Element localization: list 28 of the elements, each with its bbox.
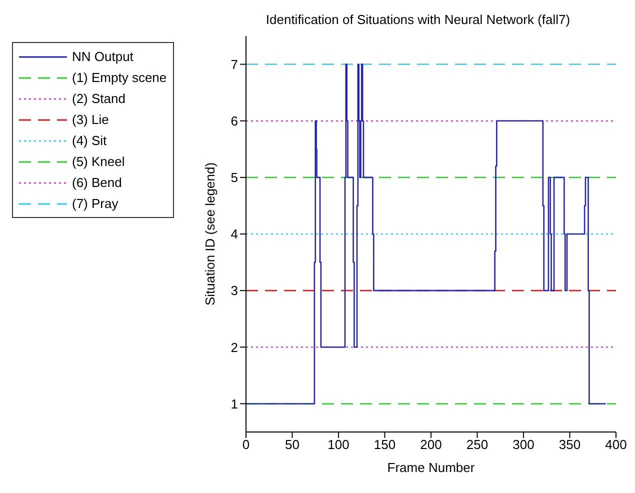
legend-label: (2) Stand — [72, 91, 126, 106]
chart-title: Identification of Situations with Neural Network (fall7) — [264, 12, 572, 27]
y-tick-label: 1 — [230, 396, 238, 412]
y-tick-label: 4 — [230, 226, 238, 242]
y-tick-label: 2 — [230, 340, 238, 355]
y-tick-label: 3 — [230, 283, 238, 298]
x-tick-label: 100 — [328, 437, 350, 452]
x-tick-label: 150 — [374, 437, 396, 452]
legend-label: NN Output — [72, 49, 134, 64]
legend-label: (5) Kneel — [72, 154, 125, 169]
legend-label: (6) Bend — [72, 175, 122, 190]
x-tick-label: 300 — [512, 437, 534, 452]
y-tick-label: 5 — [230, 170, 238, 186]
x-tick-label: 400 — [605, 437, 627, 452]
x-tick-label: 250 — [466, 437, 488, 452]
y-axis-title: Situation ID (see legend) — [202, 162, 218, 306]
legend-label: (7) Pray — [72, 196, 118, 211]
line-series — [246, 64, 606, 404]
legend-label: (4) Sit — [72, 133, 107, 148]
x-tick-label: 350 — [558, 437, 581, 452]
y-tick-label: 6 — [230, 113, 238, 128]
y-tick-label: 7 — [230, 56, 238, 72]
x-tick-label: 50 — [285, 437, 300, 452]
legend-label: (1) Empty scene — [72, 70, 167, 85]
legend-label: (3) Lie — [72, 112, 109, 127]
x-axis-title: Frame Number — [387, 460, 476, 475]
x-tick-label: 0 — [242, 437, 250, 452]
x-tick-label: 200 — [420, 437, 442, 452]
